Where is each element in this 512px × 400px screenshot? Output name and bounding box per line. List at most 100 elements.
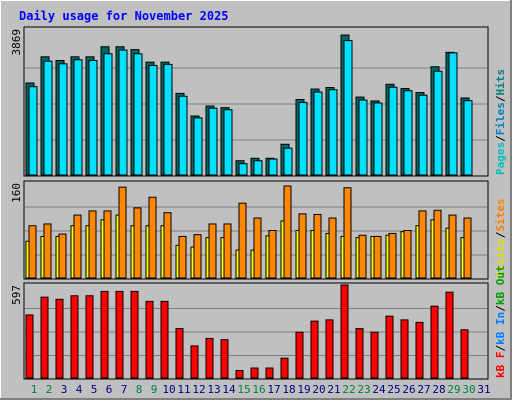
files-bar	[268, 158, 278, 176]
x-tick-label: 30	[462, 383, 475, 396]
files-bar	[298, 102, 308, 176]
sites-bar	[43, 223, 52, 279]
x-tick-label: 18	[282, 383, 295, 396]
kbf-bar	[160, 300, 169, 379]
x-tick-label: 17	[267, 383, 280, 396]
x-tick-label: 8	[136, 383, 143, 396]
x-tick-label: 1	[31, 383, 38, 396]
sites-bar	[103, 210, 112, 279]
x-tick-label: 19	[297, 383, 310, 396]
kbf-bar	[325, 319, 334, 379]
legend-entry: /	[494, 345, 507, 352]
sites-bar	[403, 230, 412, 279]
x-tick-label: 11	[177, 383, 190, 396]
files-bar	[283, 147, 293, 176]
sites-bar	[73, 214, 82, 279]
sites-bar	[88, 210, 97, 279]
x-tick-label: 15	[237, 383, 250, 396]
files-bar	[178, 95, 188, 176]
kbf-bar	[430, 305, 439, 379]
kbf-bar	[130, 290, 139, 379]
x-tick-label: 25	[387, 383, 400, 396]
legend-entry: kB F	[494, 352, 507, 379]
kbf-bar	[55, 298, 64, 379]
x-tick-label: 6	[106, 383, 113, 396]
files-bar	[193, 117, 203, 176]
kbf-bar	[445, 291, 454, 379]
legend-entry: kB In	[494, 312, 507, 345]
panel-1-ymax-label: 3869	[10, 29, 23, 56]
kbf-bar	[385, 315, 394, 379]
sites-bar	[283, 185, 292, 279]
files-bar	[373, 102, 383, 176]
legend-entry: Sites	[494, 199, 507, 232]
chart-panels: 3869Pages/Files/Hits160Visits/Sites597kB…	[10, 26, 507, 380]
sites-bar	[163, 212, 172, 279]
legend-entry: /	[494, 231, 507, 238]
files-bar	[343, 40, 353, 176]
x-tick-label: 21	[327, 383, 340, 396]
sites-bar	[373, 235, 382, 279]
x-tick-label: 14	[222, 383, 236, 396]
files-bar	[418, 94, 428, 176]
legend-entry: Files	[494, 102, 507, 135]
x-tick-label: 22	[342, 383, 355, 396]
files-bar	[328, 89, 338, 176]
panel-2-ymax-label: 160	[10, 183, 23, 203]
kbf-bar	[280, 357, 289, 379]
x-tick-label: 29	[447, 383, 460, 396]
files-bar	[358, 99, 368, 176]
x-tick-label: 2	[46, 383, 53, 396]
legend-entry: Pages	[494, 142, 507, 175]
kbf-bar	[25, 314, 34, 379]
kbf-bar	[70, 295, 79, 379]
kbf-bar	[415, 321, 424, 379]
kbf-bar	[175, 328, 184, 379]
sites-bar	[463, 217, 472, 279]
panel-3-ymax-label: 597	[10, 285, 23, 305]
x-tick-label: 7	[121, 383, 128, 396]
files-bar	[223, 109, 233, 176]
sites-bar	[448, 214, 457, 279]
panel-3-legend-text: kB F/kB In/kB Out	[494, 265, 507, 378]
files-bar	[433, 70, 443, 176]
kbf-bar	[370, 331, 379, 379]
kbf-bar	[400, 319, 409, 379]
files-bar	[73, 59, 83, 176]
files-bar	[208, 107, 218, 176]
kbf-bar	[310, 320, 319, 379]
sites-bar	[358, 234, 367, 279]
legend-entry: /	[494, 135, 507, 142]
kbf-bar	[100, 290, 109, 379]
files-bar	[148, 64, 158, 176]
sites-bar	[208, 223, 217, 279]
x-tick-label: 27	[417, 383, 430, 396]
kbf-bar	[205, 337, 214, 379]
sites-bar	[133, 207, 142, 279]
sites-bar	[253, 217, 262, 279]
kbf-bar	[340, 284, 349, 379]
panel-1-legend: Pages/Files/Hits	[494, 69, 507, 175]
x-tick-label: 9	[151, 383, 158, 396]
legend-entry: kB Out	[494, 265, 507, 305]
legend-entry: Hits	[494, 69, 507, 96]
legend-entry: /	[494, 95, 507, 102]
x-tick-label: 4	[76, 383, 83, 396]
sites-bar	[148, 196, 157, 279]
kbf-bar	[265, 367, 274, 379]
files-bar	[118, 49, 128, 176]
kbf-bar	[235, 370, 244, 379]
x-tick-label: 13	[207, 383, 220, 396]
sites-bar	[433, 209, 442, 279]
files-bar	[463, 100, 473, 176]
files-bar	[313, 91, 323, 176]
sites-bar	[418, 210, 427, 279]
x-tick-label: 24	[372, 383, 386, 396]
sites-bar	[193, 234, 202, 279]
x-tick-label: 10	[162, 383, 175, 396]
kbf-bar	[460, 329, 469, 379]
x-tick-label: 16	[252, 383, 265, 396]
kbf-bar	[220, 339, 229, 379]
sites-bar	[238, 202, 247, 279]
files-bar	[28, 86, 38, 176]
